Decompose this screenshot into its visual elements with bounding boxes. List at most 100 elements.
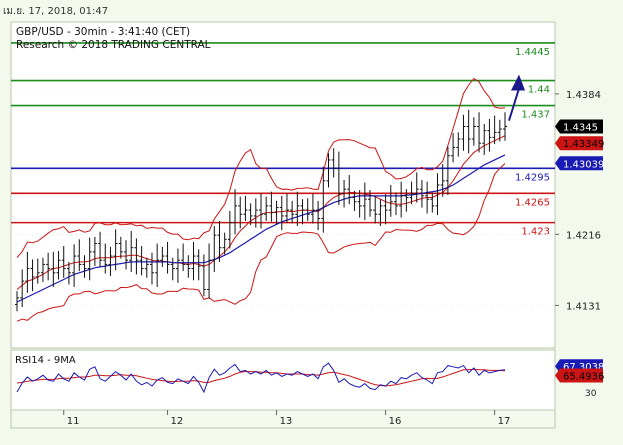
price-bar (175, 248, 180, 283)
level-label: 1.4265 (515, 197, 550, 208)
price-tick-label: 1.4131 (566, 301, 601, 312)
price-bar (331, 148, 336, 178)
rsi-panel (10, 349, 556, 411)
price-bar (98, 231, 103, 267)
price-bar (77, 239, 82, 272)
price-bar (56, 251, 61, 280)
price-bar (238, 196, 243, 229)
price-bar (362, 182, 367, 221)
moving-average-slow (16, 154, 506, 303)
level-label: 1.423 (521, 227, 550, 238)
price-tick-label: 1.4384 (566, 90, 601, 101)
price-bar (134, 238, 139, 275)
price-tick-label: 1.4216 (566, 230, 601, 241)
price-bar (430, 192, 435, 213)
time-tick-label: 17 (498, 416, 511, 427)
price-badge-label: 1.43039 (563, 159, 604, 170)
price-bar (25, 251, 30, 293)
chart-subtitle: Research © 2018 TRADING CENTRAL (16, 39, 211, 51)
price-bar (290, 200, 295, 224)
price-bar (352, 190, 357, 211)
price-bar (357, 190, 362, 218)
price-bar (139, 246, 144, 276)
price-bar (310, 193, 315, 224)
price-bar (92, 236, 97, 267)
rsi-ma-badge-label: 65.4936 (563, 372, 604, 383)
price-bar (342, 179, 347, 208)
price-bar (222, 232, 227, 255)
price-bar (414, 172, 419, 203)
bollinger-lower (16, 163, 506, 322)
chart-title: GBP/USD - 30min - 3:41:40 (CET) (16, 26, 190, 38)
price-bar (409, 181, 414, 205)
rsi-badge-label: 67.3038 (563, 362, 604, 373)
price-bar (124, 240, 129, 270)
price-bar (181, 243, 186, 272)
price-bar (207, 243, 212, 299)
price-bar (425, 181, 430, 214)
price-bar (129, 230, 134, 272)
price-bar (108, 246, 113, 277)
price-badge: 1.43349 (555, 136, 604, 151)
bollinger-upper (16, 77, 506, 259)
price-bar (487, 118, 492, 152)
price-badge-shape (555, 156, 603, 171)
level-label: 1.4295 (515, 172, 550, 183)
timestamp-label: เม.ย. 17, 2018, 01:47 (3, 6, 108, 17)
rsi-label: RSI14 - 9MA (15, 355, 76, 366)
price-bar (471, 117, 476, 146)
price-bar (227, 210, 232, 249)
time-tick-label: 16 (389, 416, 402, 427)
price-bar (233, 189, 238, 235)
time-axis-panel (10, 409, 556, 429)
price-bar (160, 246, 165, 267)
price-bar (66, 261, 71, 285)
price-badge-shape (555, 136, 603, 151)
price-bar (149, 252, 154, 285)
price-bar (445, 146, 450, 196)
rsi-ma-badge: 65.4936 (555, 368, 604, 383)
price-bar (451, 133, 456, 163)
price-badge-shape (555, 119, 603, 134)
price-bar (274, 200, 279, 225)
price-bar (113, 229, 118, 271)
price-bar (15, 291, 19, 312)
price-bar (118, 236, 123, 259)
price-bar (404, 189, 409, 212)
price-bar (259, 193, 263, 229)
price-bar (279, 195, 284, 231)
price-bar (35, 258, 40, 284)
price-bar (399, 181, 404, 218)
price-bar (388, 185, 393, 217)
price-bar (30, 259, 35, 292)
price-bar (165, 241, 170, 274)
price-badge-label: 1.43349 (563, 139, 604, 150)
price-bar (243, 195, 248, 221)
rsi-ma-badge-shape (555, 368, 603, 383)
price-bar (87, 237, 92, 281)
level-label: 1.44 (528, 85, 550, 96)
price-bar (477, 112, 482, 153)
time-tick-label: 12 (171, 416, 184, 427)
price-bar (461, 114, 466, 151)
price-bar (300, 199, 305, 225)
level-label: 1.437 (521, 110, 550, 121)
price-bar (419, 179, 424, 208)
price-bar (170, 257, 175, 281)
price-bar (456, 132, 461, 157)
price-bar (217, 220, 222, 262)
price-bar (201, 254, 206, 297)
price-bar (212, 225, 217, 272)
price-bar (373, 195, 378, 224)
price-bar (46, 252, 51, 281)
price-panel (10, 21, 556, 349)
price-bar (103, 243, 108, 274)
rsi-line (16, 362, 506, 394)
price-badge-label: 1.4345 (563, 122, 598, 133)
price-bar (440, 164, 445, 197)
price-bar (248, 203, 253, 226)
price-bar (326, 153, 331, 188)
price-bar (492, 115, 497, 145)
price-bar (321, 166, 326, 233)
